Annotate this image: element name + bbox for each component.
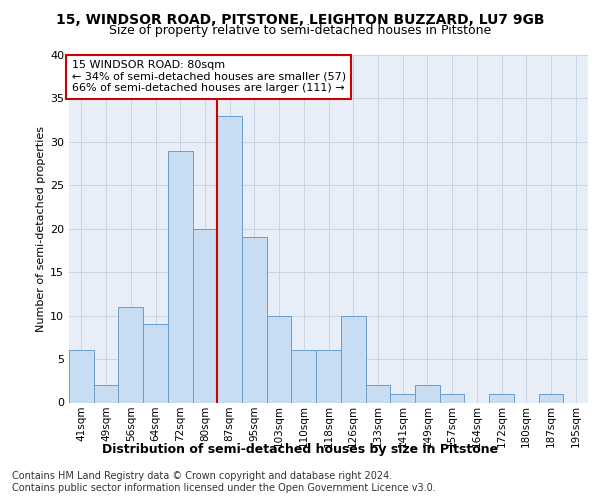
Bar: [242, 238, 267, 402]
Text: Contains public sector information licensed under the Open Government Licence v3: Contains public sector information licen…: [12, 483, 436, 493]
Bar: [390, 394, 415, 402]
Bar: [341, 316, 365, 402]
Bar: [193, 229, 217, 402]
Bar: [143, 324, 168, 402]
Bar: [539, 394, 563, 402]
Bar: [489, 394, 514, 402]
Bar: [69, 350, 94, 403]
Text: 15, WINDSOR ROAD, PITSTONE, LEIGHTON BUZZARD, LU7 9GB: 15, WINDSOR ROAD, PITSTONE, LEIGHTON BUZ…: [56, 12, 544, 26]
Text: 15 WINDSOR ROAD: 80sqm
← 34% of semi-detached houses are smaller (57)
66% of sem: 15 WINDSOR ROAD: 80sqm ← 34% of semi-det…: [71, 60, 346, 94]
Bar: [168, 150, 193, 402]
Y-axis label: Number of semi-detached properties: Number of semi-detached properties: [36, 126, 46, 332]
Text: Distribution of semi-detached houses by size in Pitstone: Distribution of semi-detached houses by …: [102, 442, 498, 456]
Bar: [316, 350, 341, 403]
Bar: [440, 394, 464, 402]
Bar: [118, 307, 143, 402]
Bar: [415, 385, 440, 402]
Bar: [365, 385, 390, 402]
Text: Size of property relative to semi-detached houses in Pitstone: Size of property relative to semi-detach…: [109, 24, 491, 37]
Bar: [267, 316, 292, 402]
Bar: [94, 385, 118, 402]
Bar: [217, 116, 242, 403]
Bar: [292, 350, 316, 403]
Text: Contains HM Land Registry data © Crown copyright and database right 2024.: Contains HM Land Registry data © Crown c…: [12, 471, 392, 481]
